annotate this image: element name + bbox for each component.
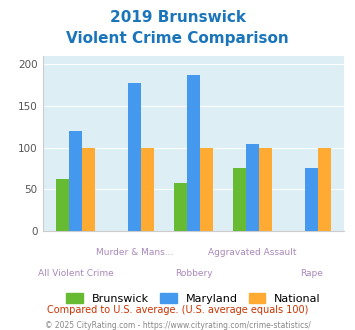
Text: Compared to U.S. average. (U.S. average equals 100): Compared to U.S. average. (U.S. average … [47,305,308,315]
Text: Violent Crime Comparison: Violent Crime Comparison [66,31,289,46]
Bar [318,148,331,231]
Bar [200,148,213,231]
Bar [233,168,246,231]
Bar [69,131,82,231]
Text: All Violent Crime: All Violent Crime [38,270,114,279]
Bar [305,168,318,231]
Bar [187,75,200,231]
Text: Rape: Rape [300,270,323,279]
Bar [259,148,272,231]
Bar [82,148,95,231]
Text: Murder & Mans...: Murder & Mans... [96,248,173,257]
Legend: Brunswick, Maryland, National: Brunswick, Maryland, National [62,289,325,309]
Bar [246,144,259,231]
Bar [56,179,69,231]
Bar [141,148,154,231]
Text: © 2025 CityRating.com - https://www.cityrating.com/crime-statistics/: © 2025 CityRating.com - https://www.city… [45,321,310,330]
Text: Robbery: Robbery [175,270,212,279]
Text: 2019 Brunswick: 2019 Brunswick [109,10,246,25]
Bar [128,83,141,231]
Bar [174,183,187,231]
Text: Aggravated Assault: Aggravated Assault [208,248,296,257]
